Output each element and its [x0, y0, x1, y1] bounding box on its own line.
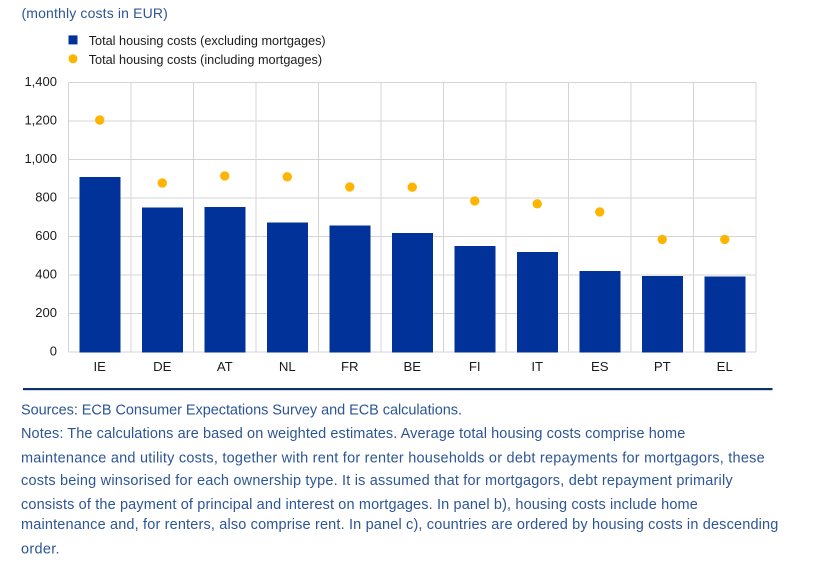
svg-text:IE: IE: [94, 359, 107, 374]
svg-text:maintenance and utility costs,: maintenance and utility costs, together …: [21, 450, 765, 466]
svg-text:600: 600: [35, 228, 57, 243]
svg-text:costs being winsorised for eac: costs being winsorised for each ownershi…: [21, 473, 733, 489]
svg-text:DE: DE: [153, 359, 172, 374]
svg-text:ES: ES: [591, 359, 609, 374]
svg-text:PT: PT: [654, 359, 671, 374]
svg-text:FI: FI: [469, 359, 481, 374]
svg-text:consists of the payment of pri: consists of the payment of principal and…: [21, 497, 698, 513]
svg-text:order.: order.: [21, 541, 60, 557]
svg-text:Notes: The calculations are ba: Notes: The calculations are based on wei…: [21, 426, 685, 442]
svg-text:maintenance and, for renters,: maintenance and, for renters, also compr…: [21, 517, 779, 533]
svg-text:1,400: 1,400: [24, 74, 57, 89]
svg-text:Sources: ECB Consumer Expectat: Sources: ECB Consumer Expectations Surve…: [21, 402, 462, 418]
svg-text:400: 400: [35, 266, 57, 281]
svg-text:(monthly costs in EUR): (monthly costs in EUR): [22, 5, 168, 21]
svg-text:1,200: 1,200: [24, 112, 57, 127]
svg-text:NL: NL: [279, 359, 296, 374]
svg-text:Total housing costs (excluding: Total housing costs (excluding mortgages…: [89, 34, 326, 48]
svg-text:FR: FR: [341, 359, 359, 374]
svg-text:1,000: 1,000: [24, 151, 57, 166]
svg-text:200: 200: [35, 305, 57, 320]
svg-text:BE: BE: [403, 359, 421, 374]
svg-text:EL: EL: [717, 359, 733, 374]
svg-text:IT: IT: [531, 359, 543, 374]
svg-text:800: 800: [35, 189, 57, 204]
svg-text:AT: AT: [217, 359, 233, 374]
svg-text:Total housing costs (including: Total housing costs (including mortgages…: [89, 53, 322, 67]
svg-text:0: 0: [50, 343, 57, 358]
